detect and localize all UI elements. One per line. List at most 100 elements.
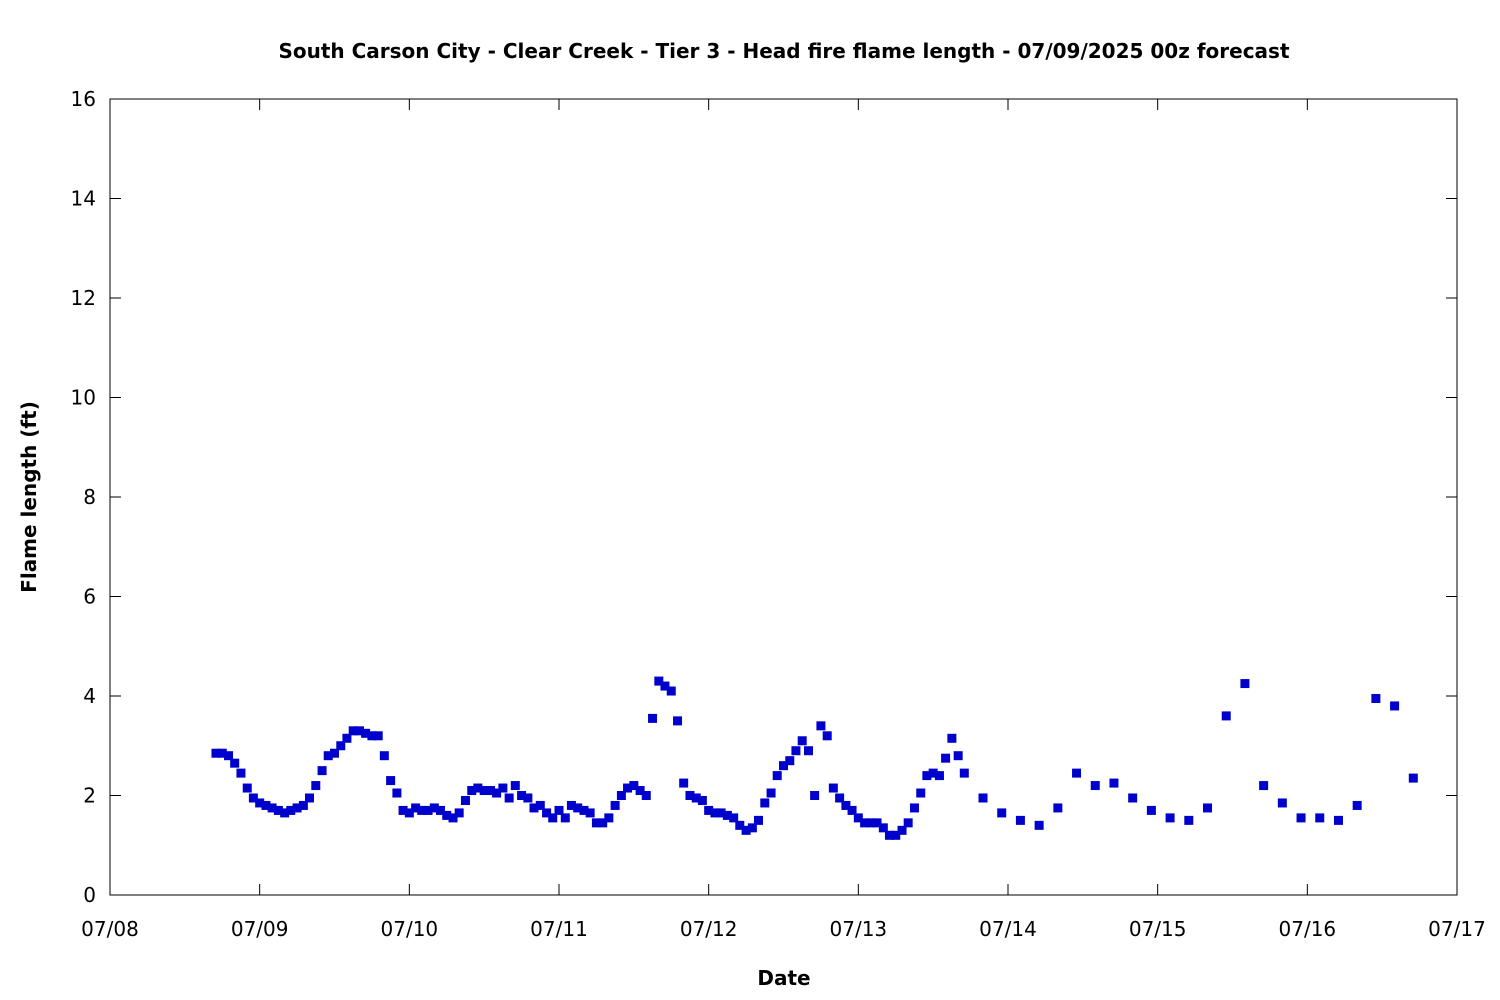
data-point	[978, 793, 988, 803]
data-point	[673, 716, 683, 726]
data-point	[236, 768, 246, 778]
data-point	[504, 793, 514, 803]
data-point	[953, 751, 963, 761]
data-point	[442, 810, 452, 820]
data-point	[704, 805, 714, 815]
data-point	[598, 818, 608, 828]
data-point	[560, 813, 570, 823]
data-point	[928, 768, 938, 778]
data-point	[386, 776, 396, 786]
data-point	[797, 736, 807, 746]
data-point	[379, 751, 389, 761]
x-axis-label: Date	[757, 966, 810, 990]
data-point	[542, 808, 552, 818]
data-point	[641, 791, 651, 800]
data-point	[803, 746, 813, 756]
data-point	[423, 805, 433, 815]
y-tick-label: 12	[71, 286, 96, 310]
data-point	[735, 820, 745, 830]
data-point	[791, 746, 801, 756]
data-point	[860, 818, 870, 828]
y-tick-label: 10	[71, 386, 96, 410]
data-point	[298, 800, 308, 810]
x-tick-label: 07/12	[680, 917, 738, 941]
data-point	[1146, 805, 1156, 815]
data-point	[810, 791, 820, 800]
y-axis-ticks	[110, 198, 1457, 796]
data-point	[330, 748, 339, 758]
data-point	[1184, 815, 1194, 825]
data-point	[217, 748, 227, 758]
data-point	[934, 771, 944, 781]
data-point	[248, 793, 258, 803]
x-tick-label: 07/13	[830, 917, 888, 941]
data-point	[529, 803, 539, 813]
data-point	[997, 808, 1007, 818]
data-point	[779, 761, 788, 771]
data-point	[585, 808, 595, 818]
data-point	[473, 783, 483, 793]
data-point	[323, 751, 333, 761]
data-point	[866, 818, 876, 828]
data-point	[485, 786, 495, 796]
data-point	[404, 808, 414, 818]
data-point	[754, 815, 764, 825]
data-point	[841, 800, 851, 810]
data-point	[623, 783, 633, 793]
data-point	[1090, 781, 1100, 791]
data-point	[710, 808, 720, 818]
data-point	[785, 756, 795, 766]
data-point	[448, 813, 458, 823]
data-point	[417, 805, 427, 815]
data-point	[242, 783, 252, 793]
data-point	[884, 830, 894, 840]
data-point	[1015, 815, 1025, 825]
data-point	[435, 805, 445, 815]
data-point	[317, 766, 327, 776]
data-point	[535, 800, 545, 810]
data-point	[816, 721, 826, 731]
data-point	[517, 791, 527, 800]
data-point	[629, 781, 639, 791]
plot-frame	[109, 98, 1458, 896]
data-point	[1128, 793, 1138, 803]
data-point	[261, 800, 271, 810]
y-axis-label: Flame length (ft)	[17, 401, 41, 593]
data-point	[454, 808, 464, 818]
data-point	[523, 793, 533, 803]
data-point	[835, 793, 845, 803]
data-points	[211, 676, 1418, 840]
data-point	[1315, 813, 1325, 823]
data-point	[273, 805, 283, 815]
data-point	[916, 788, 926, 798]
data-point	[891, 830, 901, 840]
data-point	[604, 813, 614, 823]
data-point	[747, 823, 757, 833]
y-tick-label: 4	[83, 684, 96, 708]
y-tick-label: 14	[71, 187, 96, 211]
data-point	[909, 803, 919, 813]
data-point	[897, 825, 907, 835]
data-point	[878, 823, 888, 833]
data-point	[398, 805, 408, 815]
data-point	[573, 803, 583, 813]
data-point	[660, 681, 670, 691]
data-point	[1296, 813, 1306, 823]
data-point	[1034, 820, 1044, 830]
x-tick-label: 07/10	[381, 917, 439, 941]
data-point	[498, 783, 508, 793]
data-point	[616, 791, 626, 800]
data-point	[1240, 679, 1250, 689]
data-point	[305, 793, 315, 803]
data-point	[429, 803, 439, 813]
data-point	[903, 818, 913, 828]
y-tick-label: 0	[83, 883, 96, 907]
x-tick-label: 07/14	[979, 917, 1037, 941]
data-point	[267, 803, 277, 813]
data-point	[411, 803, 421, 813]
data-point	[1259, 781, 1269, 791]
data-point	[654, 676, 664, 686]
x-tick-label: 07/08	[81, 917, 139, 941]
x-tick-label: 07/17	[1428, 917, 1486, 941]
